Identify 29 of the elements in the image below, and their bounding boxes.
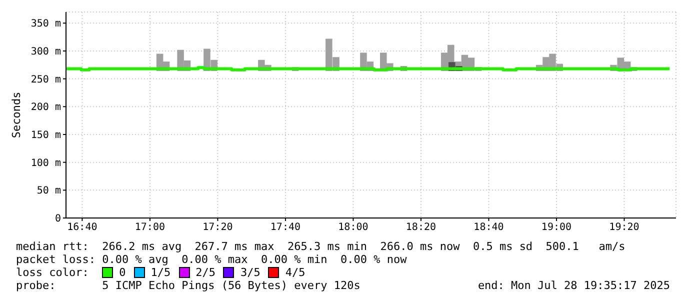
text: 1/5 — [150, 266, 171, 279]
text: 2/5 — [196, 266, 216, 279]
x-tick-label: 18:00 — [338, 222, 368, 234]
text: 4/5 — [285, 266, 306, 279]
x-tick-label: 17:40 — [270, 222, 301, 234]
x-tick-label: 19:00 — [541, 222, 572, 234]
text: 3/5 — [240, 266, 260, 279]
text: end: Mon Jul 28 19:35:17 2025 — [478, 279, 670, 292]
y-tick-label: 150 m — [30, 130, 61, 142]
y-axis-title: Seconds — [10, 92, 23, 138]
y-tick-label: 250 m — [30, 74, 61, 86]
text: packet loss: 0.00 % avg 0.00 % max 0.00 % min 0.00 % now — [16, 253, 408, 266]
text: loss color: — [16, 266, 90, 279]
text: probe: — [16, 279, 56, 292]
y-tick-label: 350 m — [30, 18, 61, 30]
x-tick-label: 18:40 — [474, 222, 504, 234]
x-tick-label: 17:20 — [202, 222, 233, 234]
text: median rtt: 266.2 ms avg 267.7 ms max 265.3 ms min 266.0 ms now 0.5 ms sd 500.1 am/s — [16, 240, 626, 253]
y-tick-label: 50 m — [36, 186, 61, 197]
y-tick-label: 0 — [54, 214, 61, 225]
text: 5 ICMP Echo Pings (56 Bytes) every 120s — [102, 279, 360, 292]
y-tick-label: 200 m — [30, 102, 61, 114]
y-tick-label: 300 m — [30, 46, 61, 58]
y-tick-label: 100 m — [30, 158, 61, 169]
x-tick-label: 17:00 — [134, 222, 166, 234]
x-tick-label: 19:20 — [609, 222, 640, 234]
x-tick-label: 16:40 — [67, 222, 98, 234]
text: 0 — [119, 266, 126, 279]
x-tick-label: 18:20 — [406, 222, 436, 234]
